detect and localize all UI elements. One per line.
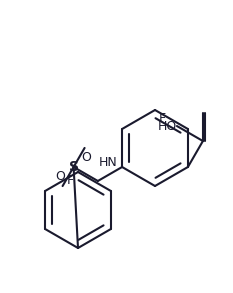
Text: S: S bbox=[69, 160, 79, 174]
Text: F: F bbox=[159, 112, 166, 125]
Text: HN: HN bbox=[99, 156, 117, 169]
Text: O: O bbox=[82, 151, 92, 164]
Text: O: O bbox=[56, 170, 65, 183]
Text: HO: HO bbox=[158, 120, 177, 132]
Text: F: F bbox=[67, 174, 74, 187]
